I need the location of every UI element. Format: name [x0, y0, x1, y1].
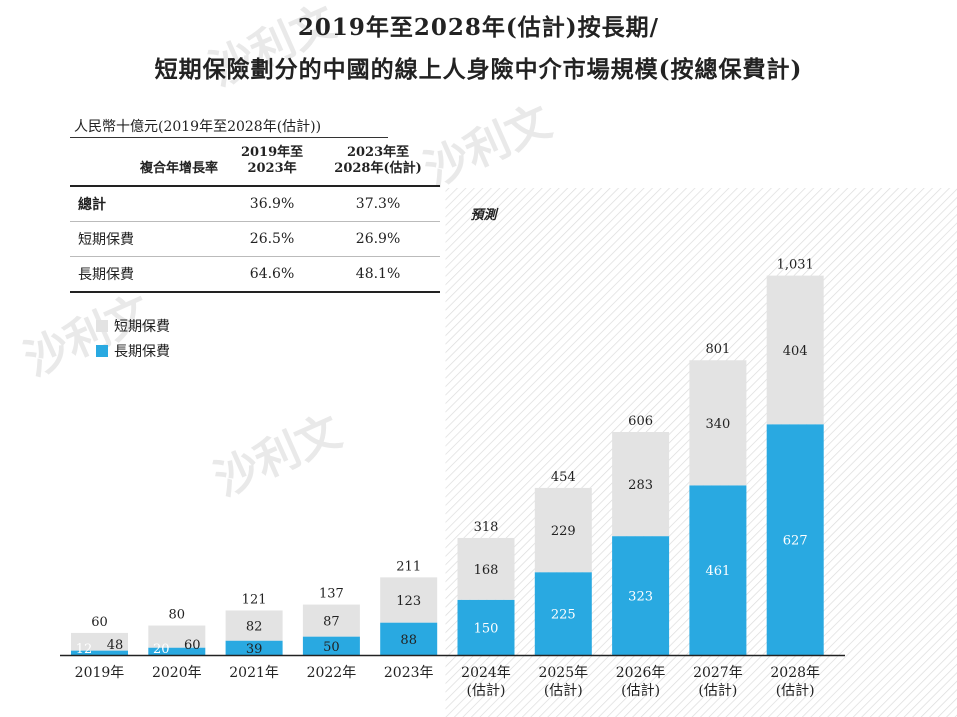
data-label-total: 137	[319, 587, 344, 602]
data-label-short-term: 404	[783, 344, 808, 359]
bar-long-term	[689, 485, 747, 655]
data-label-short-term: 229	[551, 524, 576, 539]
cagr-value: 36.9%	[228, 186, 317, 222]
data-label-short-term: 60	[184, 638, 201, 653]
data-label-long-term: 12	[76, 642, 93, 657]
legend-label-long: 長期保費	[114, 344, 170, 360]
bar-short-term	[380, 577, 438, 623]
data-label-total: 454	[551, 470, 576, 485]
x-tick-label: 2026年(估計)	[616, 665, 666, 699]
bar-short-term	[457, 537, 515, 600]
cagr-row-short: 短期保費 26.5% 26.9%	[70, 221, 440, 257]
data-label-total: 801	[705, 342, 730, 357]
legend-item-long: 長期保費	[96, 341, 170, 361]
cagr-value: 26.9%	[316, 221, 440, 257]
data-label-short-term: 82	[246, 620, 263, 635]
cagr-row-long: 長期保費 64.6% 48.1%	[70, 256, 440, 293]
bar-long-term	[71, 650, 128, 655]
legend-item-short: 短期保費	[96, 316, 170, 336]
bar-short-term	[148, 625, 206, 648]
data-label-long-term: 627	[783, 534, 808, 549]
x-tick-label: 2020年	[152, 665, 202, 681]
bar-long-term	[225, 640, 283, 655]
data-label-long-term: 323	[628, 590, 653, 605]
bar-long-term	[534, 572, 592, 655]
cagr-value: 64.6%	[228, 256, 317, 293]
cagr-row-label: 長期保費	[70, 256, 228, 293]
x-tick-label: 2025年(估計)	[538, 665, 588, 699]
data-label-total: 1,031	[777, 258, 814, 273]
cagr-header-col2: 2023年至 2028年(估計)	[316, 145, 440, 187]
bar-long-term	[457, 599, 515, 655]
data-label-long-term: 39	[246, 642, 263, 657]
x-tick-label: 2022年	[307, 665, 357, 681]
x-tick-label: 2023年	[384, 665, 434, 681]
x-tick-label: 2028年(估計)	[770, 665, 820, 699]
bar-long-term	[302, 636, 360, 655]
data-label-long-term: 50	[323, 640, 340, 655]
forecast-label: 預測	[471, 207, 500, 223]
data-label-total: 121	[242, 592, 267, 607]
x-tick-label: 2021年	[229, 665, 279, 681]
data-label-short-term: 48	[107, 638, 124, 653]
legend-swatch-long	[96, 345, 108, 357]
data-label-short-term: 87	[323, 615, 340, 630]
cagr-value: 26.5%	[228, 221, 317, 257]
cagr-header-label: 複合年增長率	[70, 145, 228, 187]
data-label-short-term: 168	[474, 563, 499, 578]
bar-short-term	[766, 275, 824, 425]
data-label-long-term: 150	[474, 621, 499, 636]
cagr-header-col1: 2019年至 2023年	[228, 145, 317, 187]
cagr-table: 複合年增長率 2019年至 2023年 2023年至 2028年(估計) 總計 …	[70, 145, 440, 293]
data-label-total: 606	[628, 414, 653, 429]
x-tick-label: 2027年(估計)	[693, 665, 743, 699]
chart-title-line2: 短期保險劃分的中國的線上人身險中介市場規模(按總保費計)	[154, 56, 803, 83]
data-label-total: 318	[474, 520, 499, 535]
data-label-long-term: 461	[705, 564, 730, 579]
bar-long-term	[380, 622, 438, 655]
cagr-value: 48.1%	[316, 256, 440, 293]
data-label-short-term: 283	[628, 478, 653, 493]
legend-label-short: 短期保費	[114, 319, 170, 335]
bar-long-term	[148, 647, 206, 655]
unit-underline	[70, 137, 388, 138]
data-label-long-term: 225	[551, 608, 576, 623]
cagr-row-label: 總計	[70, 186, 228, 222]
cagr-row-label: 短期保費	[70, 221, 228, 257]
bar-long-term	[766, 424, 824, 655]
x-tick-label: 2024年(估計)	[461, 665, 511, 699]
data-label-long-term: 88	[400, 633, 417, 648]
bar-short-term	[689, 360, 747, 486]
data-label-total: 60	[91, 615, 108, 630]
bar-short-term	[71, 632, 128, 651]
bar-short-term	[534, 487, 592, 573]
bar-long-term	[612, 536, 670, 655]
cagr-value: 37.3%	[316, 186, 440, 222]
chart-title-line1: 2019年至2028年(估計)按長期/	[297, 14, 660, 41]
data-label-short-term: 123	[396, 594, 421, 609]
bar-short-term	[612, 431, 670, 537]
data-label-long-term: 20	[153, 642, 170, 657]
bar-short-term	[302, 604, 360, 637]
data-label-total: 80	[169, 608, 186, 623]
data-label-short-term: 340	[705, 417, 730, 432]
bar-short-term	[225, 610, 283, 641]
cagr-row-total: 總計 36.9% 37.3%	[70, 186, 440, 222]
unit-label: 人民幣十億元(2019年至2028年(估計))	[74, 119, 322, 135]
x-tick-label: 2019年	[75, 665, 125, 681]
cagr-header-row: 複合年增長率 2019年至 2023年 2023年至 2028年(估計)	[70, 145, 440, 187]
legend-swatch-short	[96, 320, 108, 332]
data-label-total: 211	[396, 559, 421, 574]
